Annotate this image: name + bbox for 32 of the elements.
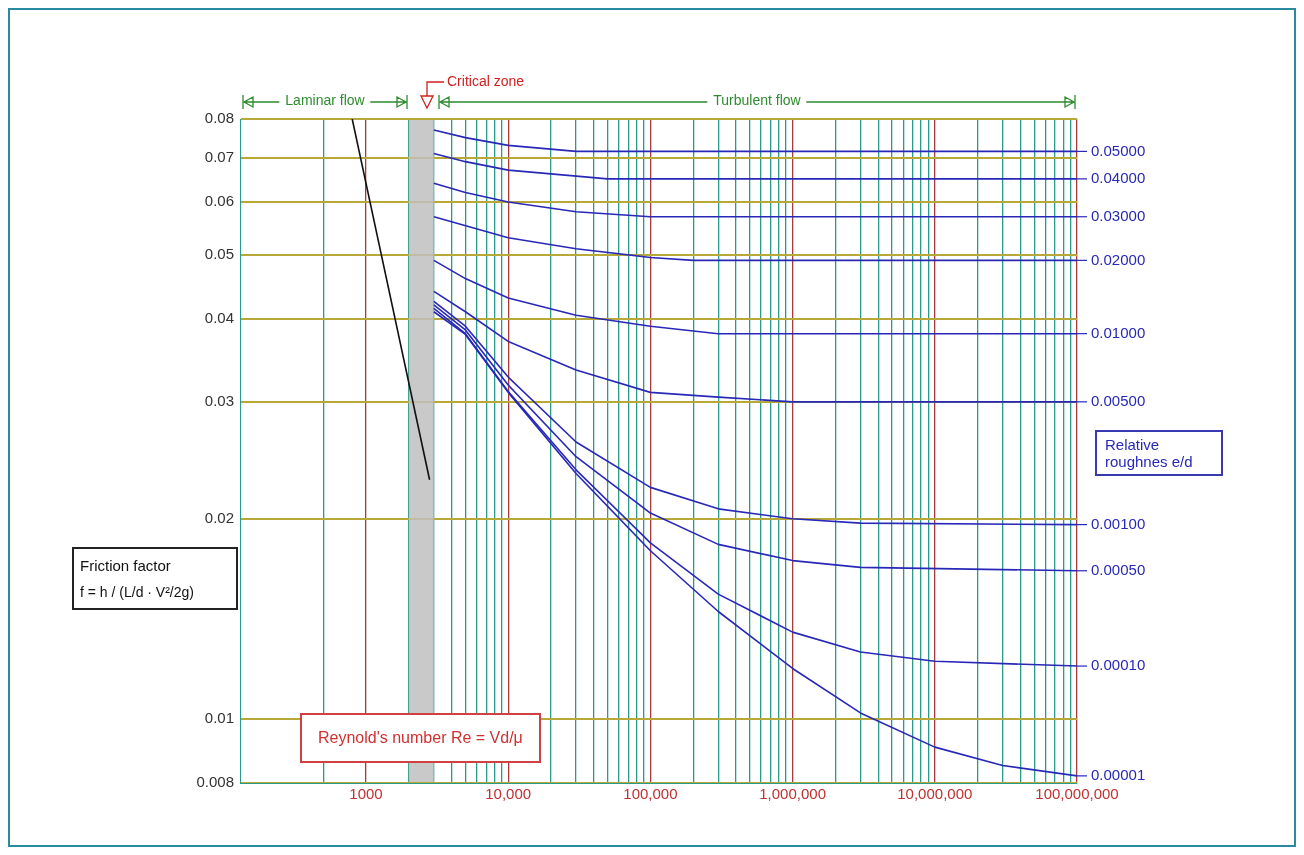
legend-label: 0.05000 (1091, 141, 1146, 159)
text: Critical zone (447, 73, 525, 89)
text: f = h / (L/d · V²/2g) (80, 584, 195, 600)
legend-label: 0.00500 (1091, 391, 1146, 409)
y-axis-title: Friction factor (80, 557, 172, 574)
y-tick-label: 0.06 (204, 192, 234, 210)
legend-label: 0.00010 (1091, 656, 1146, 674)
y-tick-label: 0.03 (204, 391, 234, 409)
y-tick-label: 0.07 (204, 147, 234, 165)
x-axis-title: Reynold's number Re = Vd/μ (300, 713, 541, 763)
y2-axis-title: Relative roughnes e/d (1095, 430, 1223, 476)
legend-label: 0.01000 (1091, 323, 1146, 341)
x-tick-label: 10,000,000 (897, 785, 973, 803)
legend-label: 0.00100 (1091, 514, 1146, 532)
legend-label: 0.00001 (1091, 766, 1146, 784)
y-tick-label: 0.04 (204, 309, 234, 327)
x-tick-label: 100,000 (623, 785, 678, 803)
y-tick-label: 0.008 (196, 773, 234, 791)
y-tick-label: 0.02 (204, 508, 234, 526)
legend-label: 0.04000 (1091, 169, 1146, 187)
y-tick-label: 0.05 (204, 244, 234, 262)
text: Laminar flow (279, 92, 371, 108)
text: Turbulent flow (707, 92, 807, 108)
y-tick-label: 0.01 (204, 708, 234, 726)
legend-label: 0.03000 (1091, 206, 1146, 224)
x-tick-label: 1,000,000 (759, 785, 826, 803)
x-tick-label: 10,000 (485, 785, 532, 803)
legend-label: 0.00050 (1091, 560, 1146, 578)
y-tick-label: 0.08 (204, 109, 234, 127)
x-tick-label: 100,000,000 (1035, 785, 1119, 803)
legend-label: 0.02000 (1091, 250, 1146, 268)
x-tick-label: 1000 (349, 785, 383, 803)
